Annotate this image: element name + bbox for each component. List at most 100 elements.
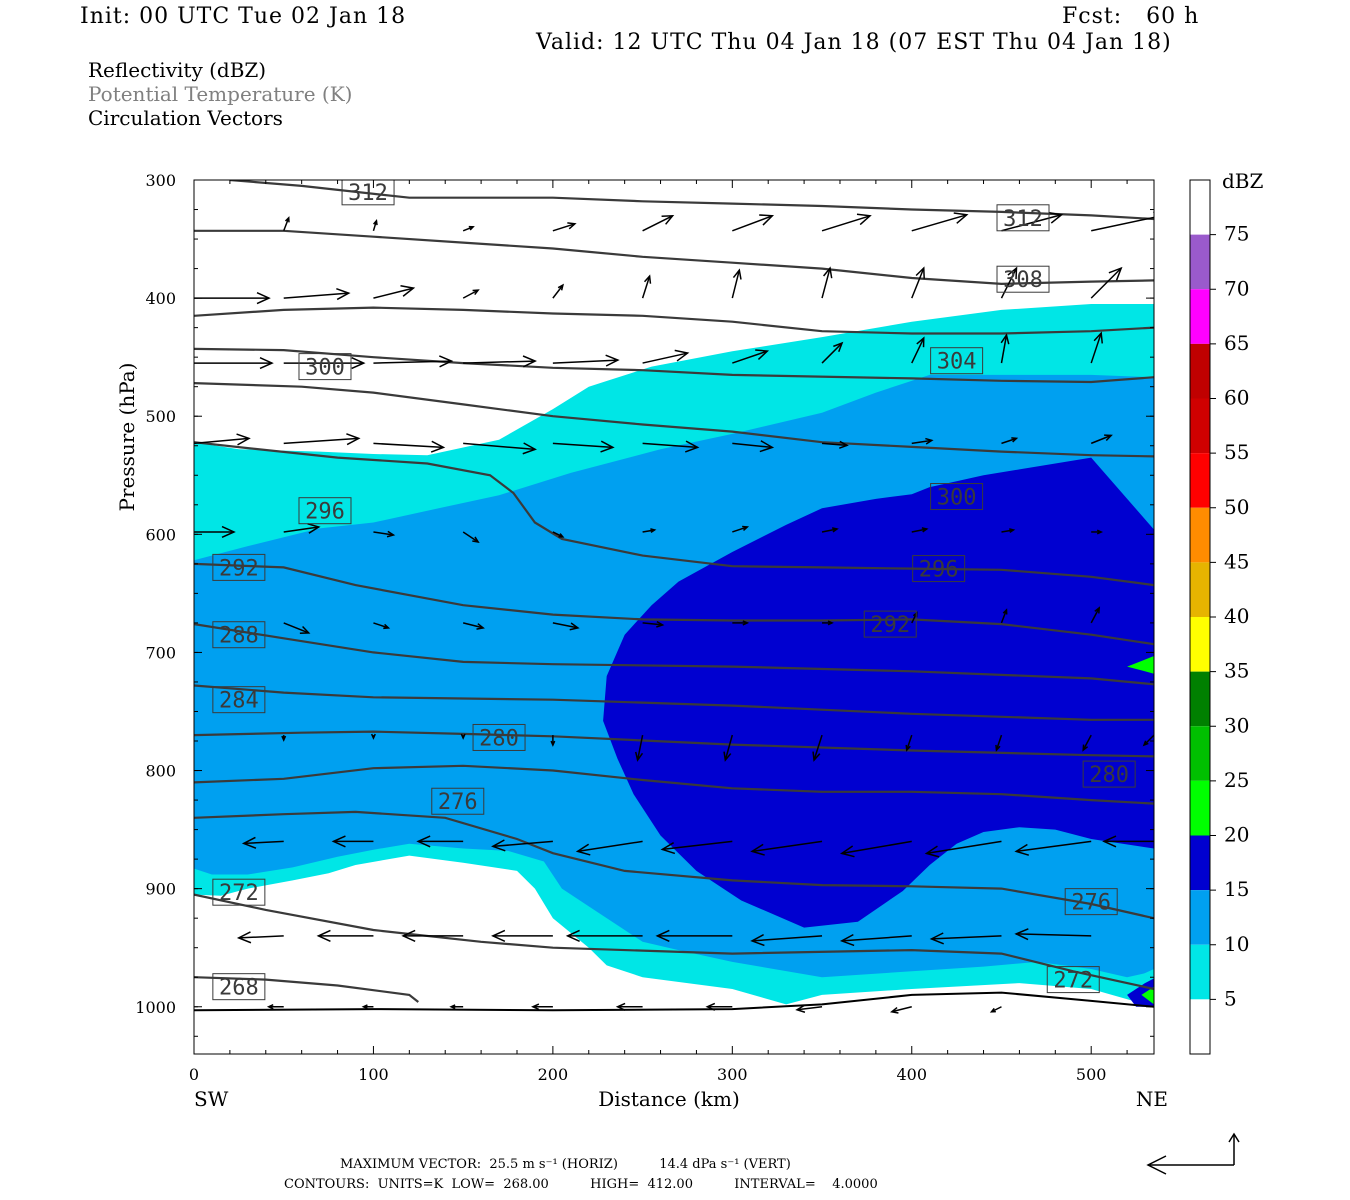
circulation-vector (795, 1004, 823, 1013)
vector-head (386, 530, 396, 538)
vector-head (491, 929, 506, 942)
circulation-vector (462, 531, 480, 543)
vector-head (634, 751, 644, 762)
field-circulation-vectors: Circulation Vectors (88, 106, 283, 130)
vector-shaft (906, 734, 913, 751)
vector-head (812, 751, 821, 762)
vector-head (284, 216, 290, 223)
vector-head (400, 285, 416, 297)
circulation-vector (1001, 211, 1064, 232)
circulation-vector (1000, 266, 1018, 299)
x-end-label-right: NE (1136, 1087, 1168, 1111)
vector-shaft (911, 214, 967, 232)
circulation-vector (194, 356, 274, 370)
colorbar-label: 10 (1224, 932, 1249, 956)
vector-shaft (821, 342, 843, 364)
vector-head (650, 528, 657, 534)
vector-shaft (891, 1006, 912, 1013)
contour-label-text: 272 (219, 881, 259, 906)
vector-shaft (462, 531, 479, 543)
contour-label-text: 280 (1089, 763, 1129, 788)
vector-shaft (552, 223, 576, 232)
vector-head (370, 733, 376, 740)
contour-label-288: 288 (212, 621, 266, 649)
circulation-vector (1014, 928, 1092, 941)
vector-head (259, 356, 274, 370)
circulation-vector (372, 219, 378, 232)
contour-label-280: 280 (472, 723, 526, 751)
vector-shaft (1001, 529, 1014, 533)
colorbar-swatch (1190, 726, 1210, 781)
circulation-vector (911, 527, 929, 533)
vector-shaft (1090, 267, 1122, 299)
vector-head (531, 1003, 540, 1011)
circulation-vector (449, 1004, 464, 1010)
circulation-vector (660, 840, 733, 855)
vector-head (833, 341, 844, 353)
y-tick-label: 500 (145, 407, 176, 426)
vector-head (1007, 266, 1018, 280)
vector-head (558, 533, 565, 538)
vector-shaft (552, 284, 564, 299)
x-tick-label: 500 (1076, 1065, 1107, 1084)
vector-head (750, 843, 765, 856)
reflectivity-region-20dbz-3 (1127, 656, 1154, 674)
contour-label-312: 312 (341, 180, 395, 206)
theta-contour-308 (194, 347, 1154, 384)
y-tick-label: 900 (145, 880, 176, 899)
contour-label-text: 296 (305, 500, 345, 525)
vector-head (331, 835, 346, 848)
vector-shaft (911, 439, 932, 445)
vector-head (605, 354, 620, 367)
vector-shaft (1000, 334, 1008, 364)
vector-head (468, 225, 475, 231)
contour-label-box (298, 353, 352, 381)
circulation-vector (462, 225, 475, 232)
init-time: Init: 00 UTC Tue 02 Jan 18 (80, 4, 407, 29)
vector-shaft (662, 840, 733, 851)
circulation-vector (373, 285, 416, 299)
vector-shaft (1016, 933, 1092, 937)
reference-vector (1146, 1132, 1240, 1175)
colorbar-label: 55 (1224, 440, 1249, 464)
colorbar-label: 30 (1224, 713, 1249, 737)
vector-head (674, 349, 690, 362)
vector-head (655, 929, 670, 942)
colorbar-label: 40 (1224, 604, 1249, 628)
contour-label-text: 292 (219, 556, 259, 581)
circulation-vector (615, 1002, 643, 1011)
vector-head (925, 437, 934, 445)
contour-label-300: 300 (298, 353, 352, 381)
circulation-vector (642, 349, 690, 364)
vector-head (472, 536, 480, 543)
vector-head (1014, 843, 1030, 856)
colorbar-swatch (1190, 343, 1210, 399)
contour-label-text: 276 (1071, 891, 1111, 916)
theta-contour-296 (194, 562, 1154, 646)
vector-shaft (724, 734, 734, 761)
circulation-vector (575, 840, 643, 856)
circulation-vector (281, 735, 287, 742)
vector-shaft (373, 360, 452, 364)
y-axis-label: Pressure (hPa) (115, 363, 139, 512)
vector-head (823, 266, 833, 279)
contour-label-box (930, 483, 984, 511)
circulation-vector (283, 433, 361, 446)
plot-area: 268 272 272 276 276 280 280 284 288 292 292 296 296 3… (194, 150, 1154, 1014)
vector-head (383, 623, 391, 630)
y-tick-label: 600 (145, 525, 176, 544)
circulation-vector (1091, 211, 1154, 232)
vector-shaft (641, 275, 651, 299)
vector-shaft (813, 734, 823, 761)
vector-shaft (194, 437, 250, 445)
circulation-vector (552, 283, 564, 299)
circulation-vector (821, 213, 872, 232)
vector-head (336, 287, 351, 301)
contour-label-box (997, 150, 1049, 176)
circulation-vector (1102, 835, 1154, 848)
circulation-vector (1090, 266, 1123, 299)
vector-head (1011, 437, 1019, 443)
vector-shaft (821, 215, 871, 232)
colorbar-swatch (1190, 562, 1210, 617)
vector-head (905, 744, 911, 752)
